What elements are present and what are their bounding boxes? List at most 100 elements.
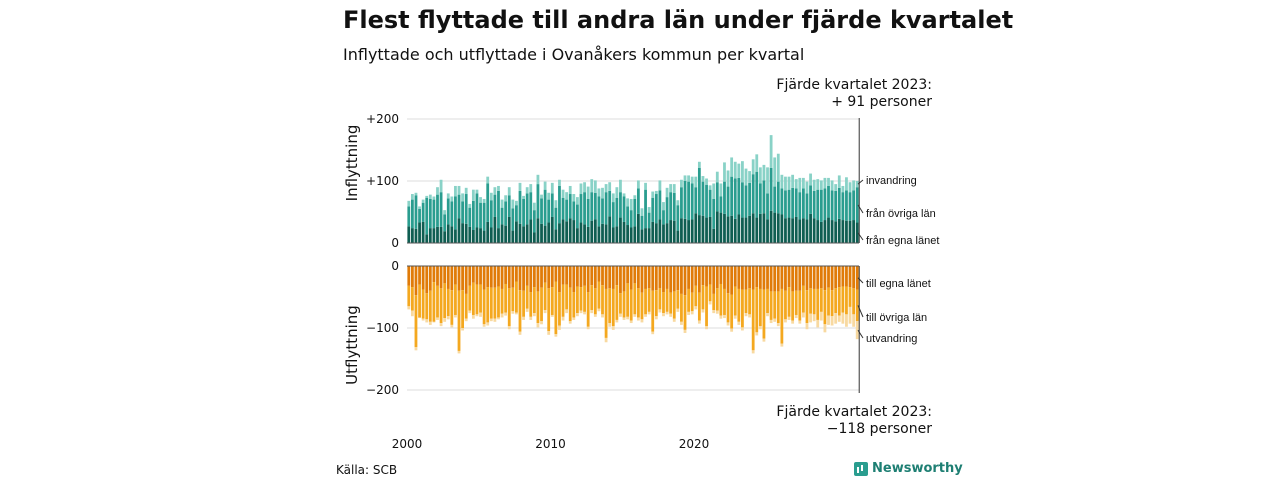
outflow-bar-segment	[497, 266, 500, 287]
inflow-bar-segment	[457, 194, 461, 219]
inflow-bar-segment	[712, 183, 716, 199]
outflow-bar-segment	[583, 311, 586, 315]
inflow-bar-segment	[497, 185, 500, 191]
outflow-bar-segment	[446, 316, 450, 320]
inflow-bar-segment	[690, 219, 694, 243]
outflow-bar-segment	[522, 266, 525, 291]
outflow-bar-segment	[515, 312, 518, 315]
outflow-bar-segment	[683, 266, 687, 296]
outflow-bar-segment	[590, 310, 594, 314]
inflow-bar-segment	[464, 223, 468, 243]
outflow-bar-segment	[428, 321, 432, 325]
outflow-bar-segment	[511, 287, 515, 312]
outflow-bar-segment	[561, 316, 565, 321]
outflow-bar-segment	[475, 266, 479, 285]
outflow-bar-segment	[532, 313, 536, 317]
inflow-bar-segment	[755, 171, 759, 218]
outflow-bar-segment	[558, 292, 561, 326]
outflow-bar-segment	[683, 329, 687, 333]
outflow-bar-segment	[672, 266, 676, 292]
inflow-bar-segment	[608, 182, 612, 191]
inflow-bar-segment	[758, 213, 762, 243]
inflow-bar-segment	[654, 190, 658, 195]
inflow-bar-segment	[468, 207, 472, 227]
outflow-y-tick-label: −200	[366, 383, 399, 397]
outflow-bar-segment	[619, 313, 622, 317]
outflow-bar-segment	[461, 290, 465, 328]
inflow-bar-segment	[855, 187, 859, 223]
inflow-bar-segment	[636, 180, 640, 189]
inflow-bar-segment	[515, 205, 518, 222]
outflow-bar-segment	[601, 285, 604, 315]
inflow-bar-segment	[823, 177, 827, 189]
outflow-bar-segment	[471, 314, 475, 319]
outflow-bar-segment	[665, 288, 669, 312]
inflow-bar-segment	[543, 225, 547, 243]
outflow-bar-segment	[697, 266, 701, 293]
latest-inflow-note-line1: Fjärde kvartalet 2023:	[776, 77, 932, 93]
outflow-bar-segment	[687, 311, 691, 315]
outflow-bar-segment	[647, 311, 651, 315]
outflow-bar-segment	[468, 266, 472, 286]
inflow-bar-segment	[848, 192, 852, 221]
inflow-bar-segment	[769, 135, 773, 168]
inflow-bar-segment	[644, 189, 647, 229]
inflow-bar-segment	[665, 197, 669, 224]
outflow-bar-segment	[776, 291, 780, 324]
inflow-bar-segment	[662, 224, 665, 243]
inflow-bar-segment	[461, 223, 465, 243]
inflow-bar-segment	[701, 181, 705, 216]
outflow-bar-segment	[629, 289, 633, 321]
outflow-bar-segment	[418, 284, 421, 318]
outflow-bar-segment	[644, 288, 647, 315]
outflow-bar-segment	[414, 295, 418, 348]
inflow-y-tick-label: +100	[366, 174, 399, 188]
inflow-bar-segment	[669, 184, 673, 193]
inflow-bar-segment	[454, 196, 457, 230]
inflow-bar-segment	[410, 199, 414, 229]
inflow-bar-segment	[540, 194, 543, 199]
outflow-bar-segment	[819, 311, 823, 321]
outflow-bar-segment	[633, 314, 637, 317]
outflow-bar-segment	[719, 283, 723, 316]
inflow-bar-segment	[515, 200, 518, 206]
outflow-bar-segment	[550, 314, 554, 317]
outflow-bar-segment	[852, 266, 856, 289]
outflow-bar-segment	[561, 284, 565, 317]
inflow-bar-segment	[432, 196, 436, 200]
outflow-bar-segment	[651, 331, 655, 335]
outflow-bar-segment	[737, 321, 741, 325]
brand-logo: Newsworthy	[854, 461, 963, 476]
outflow-bar-segment	[464, 266, 468, 294]
inflow-bar-segment	[597, 196, 601, 227]
outflow-bar-segment	[525, 285, 529, 309]
outflow-bar-segment	[507, 288, 511, 327]
inflow-bar-segment	[687, 175, 691, 182]
outflow-bar-segment	[712, 310, 716, 314]
inflow-bar-segment	[597, 226, 601, 243]
outflow-bar-segment	[737, 288, 741, 322]
outflow-bar-segment	[819, 288, 823, 312]
inflow-bar-segment	[762, 213, 766, 243]
inflow-bar-segment	[486, 221, 490, 243]
outflow-bar-segment	[572, 317, 576, 320]
inflow-bar-segment	[644, 228, 647, 243]
outflow-bar-segment	[690, 292, 694, 312]
outflow-bar-segment	[708, 284, 712, 302]
outflow-bar-segment	[611, 326, 615, 330]
outflow-bar-segment	[457, 350, 461, 354]
outflow-bar-segment	[794, 314, 798, 319]
inflow-bar-segment	[798, 177, 802, 193]
outflow-bar-segment	[482, 289, 486, 325]
outflow-bar-segment	[805, 290, 809, 324]
outflow-bar-segment	[690, 266, 694, 293]
inflow-bar-segment	[741, 161, 744, 183]
inflow-bar-segment	[457, 218, 461, 243]
outflow-bar-segment	[597, 281, 601, 309]
outflow-bar-segment	[608, 288, 612, 324]
outflow-bar-segment	[841, 312, 845, 324]
outflow-bar-segment	[511, 311, 515, 314]
inflow-bar-segment	[500, 224, 504, 243]
inflow-bar-segment	[565, 221, 569, 243]
inflow-bar-segment	[590, 220, 594, 243]
